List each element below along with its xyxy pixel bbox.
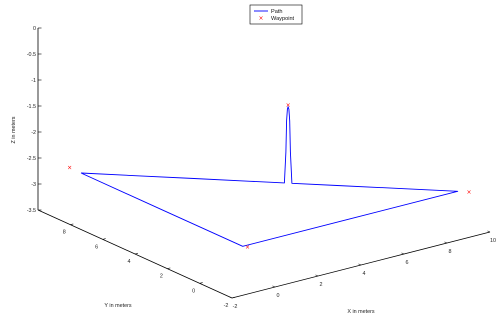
y-tick-mark	[134, 252, 139, 255]
x-tick-label: -2	[233, 304, 238, 310]
legend-waypoint-marker: ×	[258, 15, 263, 22]
y-tick-label: 8	[63, 230, 66, 236]
y-tick-mark	[231, 296, 236, 299]
x-axis-ticks: -2 0 2 4 6 8 10	[229, 230, 496, 310]
y-tick-mark	[199, 282, 203, 284]
waypoint-marker: ×	[245, 244, 250, 251]
z-tick-label: -0.5	[27, 52, 36, 58]
z-tick-label: -1.5	[27, 104, 36, 110]
z-tick-label: -1	[31, 78, 36, 84]
waypoint-marker: ×	[67, 164, 72, 171]
z-tick-label: -3	[31, 182, 36, 188]
y-axis-label: Y in meters	[104, 303, 131, 309]
z-axis-label: Z in meters	[11, 116, 17, 143]
z-tick-label: -3.5	[27, 208, 36, 214]
x-tick-mark	[444, 241, 448, 244]
x-tick-mark	[358, 263, 362, 266]
legend-box	[249, 4, 303, 25]
z-tick-label: -2.5	[27, 156, 36, 162]
z-tick-label: 0	[33, 26, 36, 32]
legend: Path × Waypoint	[249, 4, 303, 25]
y-tick-label: 2	[160, 274, 163, 280]
x-tick-mark	[487, 230, 491, 233]
y-axis-ticks: -2 0 2 4 6 8	[63, 223, 236, 309]
x-tick-label: 8	[449, 249, 452, 255]
z-tick-label: -2	[31, 130, 36, 136]
waypoint-marker: ×	[466, 189, 471, 196]
x-tick-label: 4	[363, 271, 366, 277]
series-layer: × × × ×	[67, 102, 471, 251]
x-tick-label: 6	[406, 260, 409, 266]
x-tick-label: 2	[320, 282, 323, 288]
x-tick-mark	[401, 252, 405, 255]
x-axis-label: X in meters	[347, 309, 375, 315]
y-tick-label: 4	[127, 259, 130, 265]
x-tick-label: 0	[277, 293, 280, 299]
y-tick-mark	[70, 223, 74, 225]
y-tick-label: 6	[95, 244, 98, 250]
legend-waypoint-label: Waypoint	[271, 16, 295, 22]
waypoint-marker: ×	[286, 102, 291, 109]
y-tick-label: -2	[224, 303, 229, 309]
y-tick-label: 0	[192, 288, 195, 294]
path-series-line	[80, 106, 459, 247]
y-tick-mark	[167, 267, 171, 269]
x-tick-mark	[315, 274, 319, 277]
x-tick-label: 10	[490, 238, 496, 244]
legend-path-label: Path	[271, 9, 283, 15]
x-tick-mark	[229, 296, 233, 299]
x-tick-mark	[272, 285, 276, 288]
y-tick-mark	[102, 238, 106, 240]
z-axis-ticks: 0 -0.5 -1 -1.5 -2 -2.5 -3 -3.5	[27, 26, 42, 214]
